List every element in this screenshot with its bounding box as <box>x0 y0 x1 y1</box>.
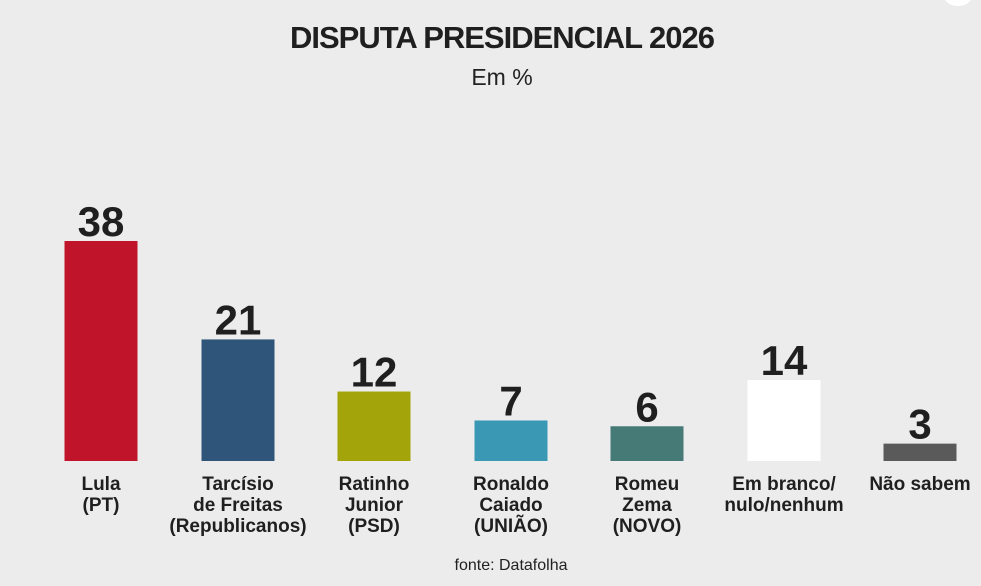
category-label-1-line-1: de Freitas <box>193 495 283 516</box>
category-label-5-line-0: Em branco/ <box>732 474 836 495</box>
category-label-2-line-0: Ratinho <box>339 474 410 495</box>
bar-value-label-4: 6 <box>635 383 658 430</box>
bar-value-label-1: 21 <box>215 296 262 343</box>
bar-0 <box>64 241 138 461</box>
category-label-4-line-1: Zema <box>622 495 672 516</box>
category-label-3-line-0: Ronaldo <box>473 474 549 495</box>
bar-value-label-3: 7 <box>499 377 522 424</box>
category-label-3-line-1: Caiado <box>479 495 542 516</box>
category-label-1-line-0: Tarcísio <box>202 474 273 495</box>
bar-2 <box>337 391 411 461</box>
bar-value-label-6: 3 <box>908 401 931 448</box>
bar-value-label-0: 38 <box>78 198 125 245</box>
chart-subtitle: Em % <box>471 64 533 90</box>
source-note: fonte: Datafolha <box>454 557 568 574</box>
category-label-5-line-1: nulo/nenhum <box>724 495 843 516</box>
category-label-1-line-2: (Republicanos) <box>169 516 306 537</box>
bar-3 <box>474 420 548 461</box>
category-label-0-line-1: (PT) <box>83 495 120 516</box>
category-label-0-line-0: Lula <box>81 474 120 495</box>
bar-6 <box>883 443 957 461</box>
corner-decoration <box>945 0 971 6</box>
category-label-6-line-0: Não sabem <box>869 474 970 495</box>
chart-title: DISPUTA PRESIDENCIAL 2026 <box>289 20 715 55</box>
bar-1 <box>201 339 275 461</box>
bar-value-label-2: 12 <box>351 349 398 396</box>
category-label-3-line-2: (UNIÃO) <box>474 515 548 537</box>
bar-value-label-5: 14 <box>761 337 808 384</box>
category-label-4-line-0: Romeu <box>615 474 679 495</box>
category-label-2-line-1: Junior <box>345 495 404 516</box>
bar-4 <box>610 426 684 461</box>
bar-5 <box>747 379 821 461</box>
category-label-2-line-2: (PSD) <box>348 516 400 537</box>
category-label-4-line-2: (NOVO) <box>613 516 682 537</box>
